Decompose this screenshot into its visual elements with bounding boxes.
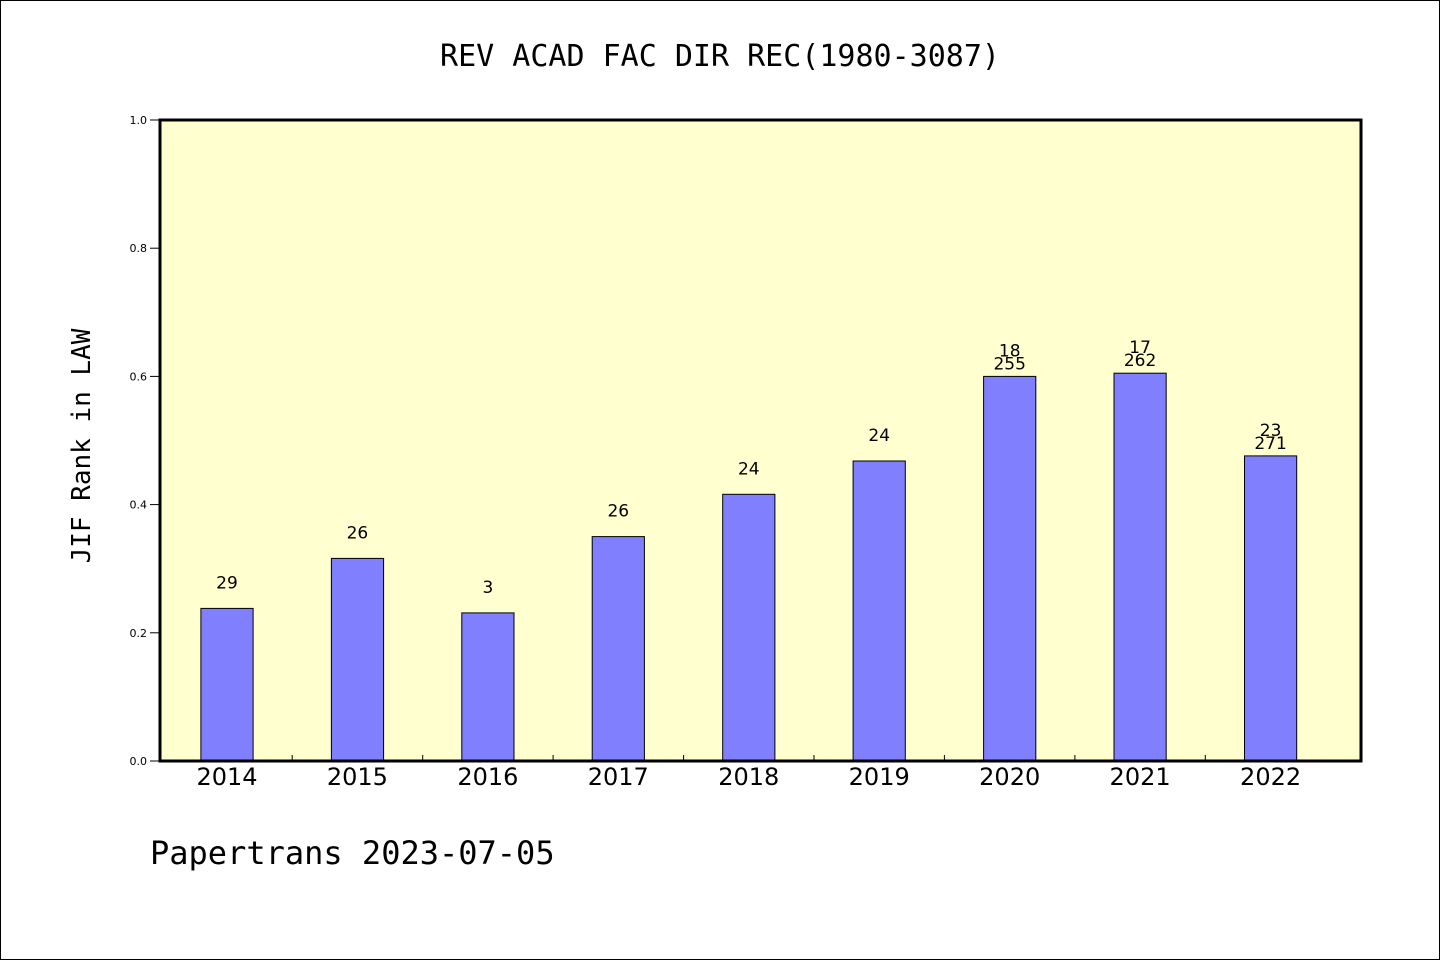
bar-2017 [591, 536, 645, 762]
bar-label-2018: 24 [738, 459, 760, 479]
x-tick-label-2018: 2018 [718, 763, 779, 791]
bar-label-2016: 3 [482, 578, 493, 598]
x-tick-label-2014: 2014 [196, 763, 257, 791]
x-tick-label-2021: 2021 [1110, 763, 1171, 791]
x-tick-label-2016: 2016 [457, 763, 518, 791]
y-tick-label-0.4: 0.4 [130, 499, 148, 512]
bar-label-top-2022: 23 [1260, 421, 1282, 441]
bar-2014 [200, 607, 254, 762]
y-tick-label-0.8: 0.8 [130, 242, 148, 255]
x-tick-label-2020: 2020 [979, 763, 1040, 791]
bar-label-2019: 24 [868, 426, 890, 446]
bar-label-top-2021: 17 [1129, 338, 1151, 358]
x-tick-label-2019: 2019 [849, 763, 910, 791]
bar-2016 [461, 612, 515, 762]
bar-label-2020: 255 [993, 354, 1025, 374]
x-tick-label-2022: 2022 [1240, 763, 1301, 791]
bar-2022 [1244, 455, 1298, 762]
y-tick-label-0.0: 0.0 [130, 755, 148, 768]
y-axis-label: JIF Rank in LAW [67, 328, 97, 563]
bar-2021 [1113, 372, 1167, 762]
x-axis-ticks: 2014 2015 2016 2017 2018 2019 2020 2021 2022 [196, 755, 1301, 791]
bar-2019 [852, 460, 906, 762]
bar-label-2014: 29 [216, 573, 238, 593]
bar-label-top-2020: 18 [999, 341, 1021, 361]
bar-label-2017: 26 [607, 502, 629, 522]
y-tick-label-0.6: 0.6 [130, 370, 148, 383]
plot-border [158, 118, 1363, 763]
y-tick-label-0.2: 0.2 [130, 627, 148, 640]
bar-label-2015: 26 [347, 523, 369, 543]
bar-label-2021: 262 [1124, 351, 1156, 371]
x-tick-label-2017: 2017 [588, 763, 649, 791]
bar-2018 [722, 493, 776, 762]
bars [200, 372, 1298, 762]
bar-2015 [330, 557, 385, 762]
x-tick-label-2015: 2015 [327, 763, 388, 791]
y-tick-label-1.0: 1.0 [130, 114, 148, 127]
chart-title: REV ACAD FAC DIR REC(1980-3087) [440, 39, 1000, 74]
bar-2020 [983, 375, 1037, 762]
bar-label-2022: 271 [1254, 434, 1286, 454]
y-axis-ticks: 0.0 0.2 0.4 0.6 0.8 1.0 [130, 114, 160, 768]
footer-credit: Papertrans 2023-07-05 [150, 834, 555, 872]
